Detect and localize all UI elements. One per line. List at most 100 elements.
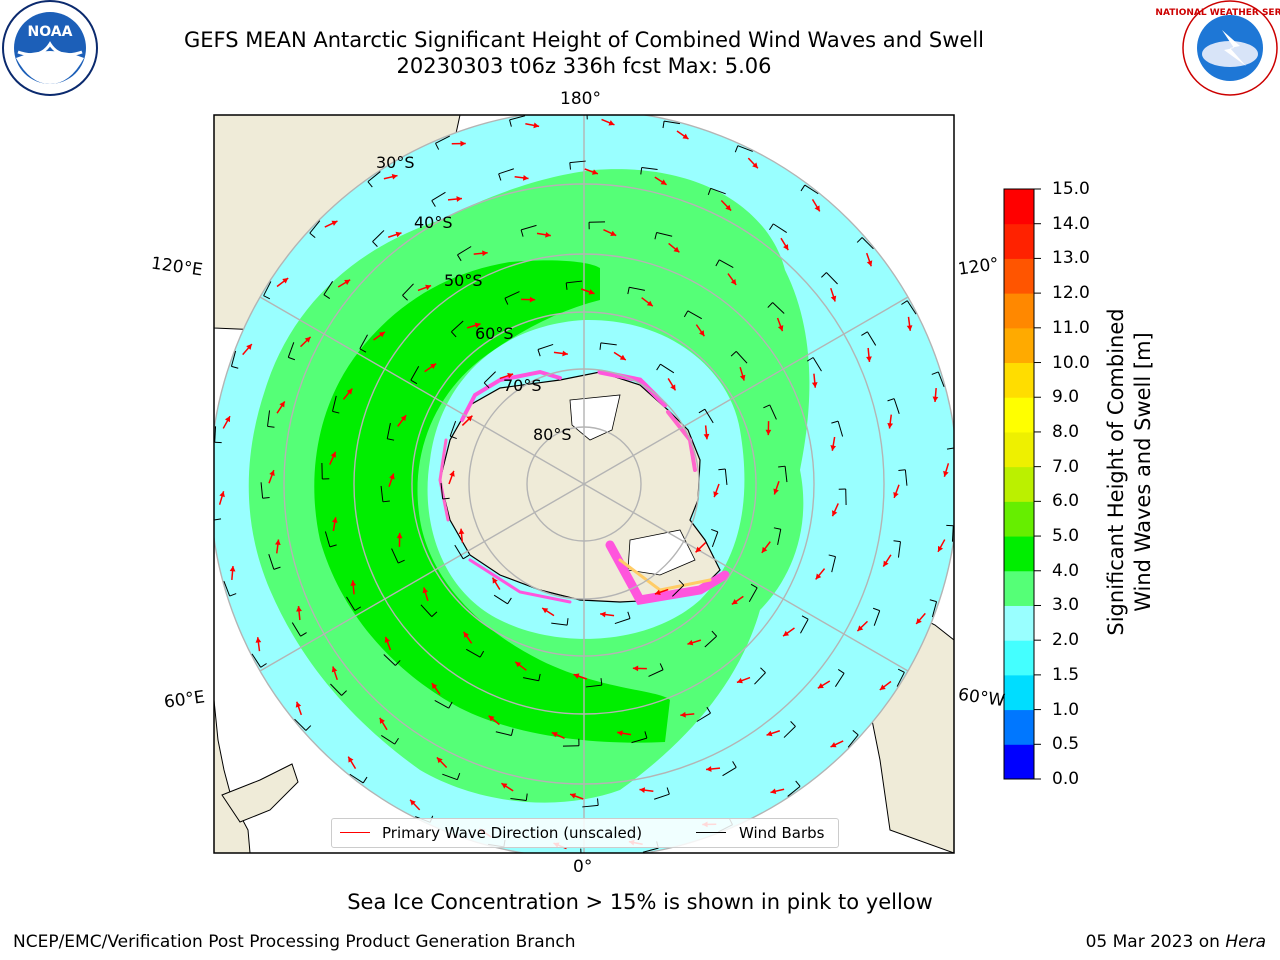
- wave-direction-arrow: [461, 415, 473, 426]
- map-area: [214, 115, 954, 853]
- colorbar-swatch: [1004, 570, 1034, 606]
- wave-direction-arrow: [811, 198, 821, 212]
- wind-barb: [662, 120, 680, 129]
- wave-direction-arrow: [830, 287, 837, 302]
- colorbar-swatch: [1004, 536, 1034, 572]
- wave-direction-arrow: [766, 730, 781, 737]
- wind-barb: [214, 516, 222, 521]
- lat-label-60s: 60°S: [475, 324, 514, 343]
- wind-barb: [946, 447, 954, 452]
- wind-barb: [856, 237, 874, 250]
- wave-direction-arrow: [331, 666, 338, 681]
- sea-ice: [438, 369, 730, 605]
- wind-barb: [386, 423, 395, 441]
- wave-direction-arrow: [276, 277, 289, 288]
- lon-label-180: 180°: [560, 89, 601, 109]
- wind-barb: [861, 331, 877, 346]
- wave-direction-arrow: [422, 587, 429, 602]
- wave-direction-arrow: [383, 173, 398, 180]
- wind-barb: [767, 302, 785, 314]
- wave-direction-arrow: [600, 611, 615, 618]
- wind-barb: [267, 410, 275, 428]
- wind-barb: [887, 398, 900, 414]
- wind-barb: [551, 618, 569, 626]
- colorbar-tick-label: 15.0: [1052, 179, 1090, 199]
- wind-barb: [523, 673, 541, 682]
- colorbar-tick-label: 1.0: [1052, 699, 1080, 720]
- wind-barb: [291, 622, 307, 637]
- lon-label-0: 0°: [573, 857, 593, 877]
- wave-direction-arrow: [448, 470, 455, 485]
- colorbar-label: Significant Height of Combined Wind Wave…: [1103, 262, 1157, 682]
- wind-barb: [698, 408, 714, 424]
- wind-barb: [260, 482, 270, 499]
- wave-direction-arrow: [687, 639, 702, 646]
- wind-barb: [588, 221, 606, 230]
- wind-barb: [504, 291, 520, 305]
- date-text: 05 Mar 2023 on: [1085, 932, 1226, 952]
- wind-barb: [893, 540, 901, 558]
- wind-barb: [672, 579, 685, 597]
- wind-barb: [800, 615, 809, 634]
- wind-barb: [715, 259, 734, 268]
- wave-direction-arrow: [396, 532, 403, 547]
- wave-direction-arrow: [514, 661, 527, 671]
- wave-direction-arrow: [553, 350, 568, 357]
- wave-direction-arrow: [915, 612, 926, 625]
- colorbar-tick-label: 11.0: [1052, 317, 1090, 338]
- wave-direction-arrow: [639, 787, 654, 794]
- wave-direction-arrow: [641, 297, 654, 307]
- wave-direction-arrow: [466, 322, 481, 329]
- wave-direction-arrow: [887, 414, 894, 429]
- wind-barb: [806, 357, 822, 372]
- wind-barb: [627, 286, 645, 295]
- wave-direction-arrow: [727, 273, 737, 286]
- wave-direction-arrow: [242, 343, 253, 356]
- wave-direction-arrow: [514, 174, 529, 181]
- wave-direction-arrow: [296, 605, 302, 621]
- wave-direction-arrow: [431, 682, 441, 695]
- lat-label-80s: 80°S: [533, 425, 572, 444]
- wind-barb: [631, 731, 648, 744]
- wind-barb: [323, 281, 334, 299]
- wave-direction-arrow: [937, 539, 946, 553]
- wave-direction-arrow: [350, 580, 357, 595]
- wave-direction-arrow: [830, 436, 837, 451]
- wave-direction-arrow: [417, 284, 432, 292]
- wind-barb: [372, 230, 385, 247]
- wind-barb: [420, 604, 438, 617]
- wave-direction-arrow: [300, 336, 312, 348]
- colorbar-tick-label: 3.0: [1052, 595, 1080, 616]
- wave-direction-arrow: [295, 701, 303, 716]
- wind-barb: [330, 683, 347, 696]
- wave-direction-arrow: [569, 793, 584, 800]
- wind-barb: [654, 787, 670, 800]
- wind-barb: [324, 531, 337, 548]
- wave-direction-arrow: [541, 607, 555, 617]
- wind-barb: [929, 599, 938, 618]
- wave-direction-arrow: [342, 388, 353, 400]
- colorbar-tick-label: 13.0: [1052, 248, 1090, 269]
- ice-shelf-ross: [569, 394, 621, 441]
- wave-direction-arrow: [499, 372, 514, 380]
- wind-barb: [391, 548, 405, 564]
- national-weather-service-logo: NATIONAL WEATHER SERVICE: [1155, 0, 1280, 96]
- colorbar-swatch: [1004, 709, 1034, 745]
- wind-barb: [580, 848, 582, 853]
- wind-barb: [640, 167, 658, 175]
- wave-direction-arrow: [770, 788, 785, 795]
- colorbar: [1004, 189, 1034, 780]
- wind-barb: [847, 730, 859, 748]
- colorbar-swatch: [1004, 744, 1034, 780]
- colorbar-swatch: [1004, 293, 1034, 329]
- wind-barb: [251, 653, 267, 668]
- wind-barb: [821, 272, 838, 285]
- wind-barb: [537, 343, 554, 357]
- colorbar-tick-label: 0.5: [1052, 734, 1080, 755]
- wind-barb: [483, 371, 496, 389]
- wave-direction-arrow: [680, 711, 695, 718]
- wave-direction-arrow: [337, 279, 351, 288]
- wind-barb: [309, 220, 321, 238]
- colorbar-tick-label: 9.0: [1052, 387, 1080, 408]
- colorbar-swatch: [1004, 223, 1034, 259]
